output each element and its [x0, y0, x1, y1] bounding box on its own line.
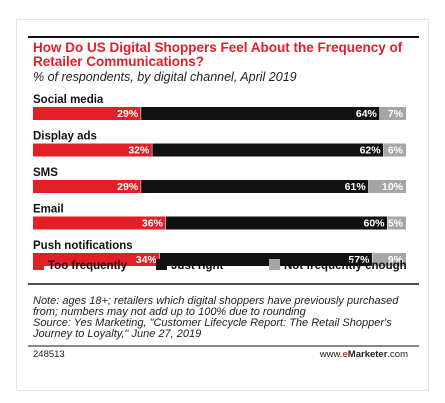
note-line-1: Note: ages 18+; retailers which digital …	[33, 295, 399, 307]
bar-segment	[33, 253, 160, 266]
bar-segment	[33, 143, 153, 157]
brand-prefix: www.	[319, 349, 343, 360]
chart-subtitle: % of respondents, by digital channel, Ap…	[33, 70, 297, 84]
brand-e: e	[342, 349, 348, 360]
chart-footer: Note: ages 18+; retailers which digital …	[33, 296, 418, 340]
data-label: 64%	[356, 108, 378, 120]
bar-segment	[165, 216, 388, 230]
data-label: 29%	[117, 181, 139, 193]
bar-segment	[372, 253, 406, 266]
data-label: 7%	[388, 108, 404, 120]
category-label: SMS	[33, 167, 58, 179]
data-label: 6%	[388, 145, 404, 157]
source-line-1: Source: Yes Marketing, "Customer Lifecyc…	[33, 317, 392, 329]
data-label: 60%	[364, 218, 386, 230]
bar-segment	[33, 107, 142, 120]
chart-id: 248513	[33, 349, 65, 360]
category-label: Push notifications	[33, 240, 133, 252]
bar-segment	[368, 180, 406, 193]
legend-swatch	[33, 259, 44, 270]
bar-segment	[33, 180, 142, 193]
source-line-2: Journey to Loyalty," June 27, 2019	[33, 328, 202, 340]
bar-segment	[383, 143, 406, 157]
data-label: 57%	[348, 254, 370, 266]
brand-suffix: .com	[387, 349, 408, 360]
legend-label: Too frequently	[48, 260, 128, 272]
category-label: Display ads	[33, 131, 97, 143]
brand-logo: www.eMarketer.com	[320, 349, 408, 360]
data-label: 61%	[345, 181, 367, 193]
data-label: 29%	[117, 108, 139, 120]
data-label: 36%	[142, 218, 164, 230]
bar-segment	[159, 253, 373, 266]
legend-swatch	[269, 259, 280, 270]
category-label: Social media	[33, 94, 104, 106]
bar-segment	[141, 180, 369, 193]
title-rule	[28, 36, 419, 38]
chart-title: How Do US Digital Shoppers Feel About th…	[33, 40, 403, 69]
data-label: 9%	[388, 254, 404, 266]
brand-name: Marketer	[347, 349, 388, 360]
chart-frame	[16, 19, 429, 391]
category-label: Email	[33, 204, 64, 216]
bar-segment	[379, 107, 406, 120]
note-line-2: from; numbers may not add up to 100% due…	[33, 306, 306, 318]
bar-segment	[387, 216, 406, 230]
bar-segment	[141, 107, 380, 120]
data-label: 10%	[382, 181, 404, 193]
data-label: 62%	[360, 145, 382, 157]
bar-segment	[152, 143, 384, 157]
data-label: 34%	[136, 254, 158, 266]
legend-swatch	[156, 259, 167, 270]
data-label: 32%	[128, 145, 150, 157]
bar-segment	[33, 216, 166, 230]
legend-label: Not frequently enough	[284, 260, 407, 272]
legend-label: Just right	[171, 260, 224, 272]
data-label: 5%	[388, 218, 404, 230]
